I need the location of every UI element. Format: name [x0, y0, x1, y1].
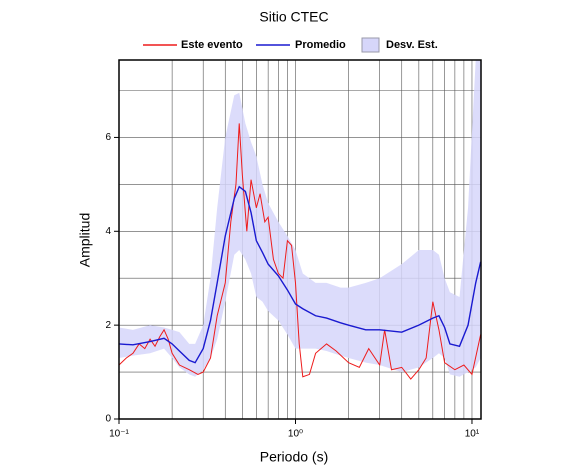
x-tick-label: 10⁻¹	[109, 429, 129, 440]
legend-swatch	[361, 37, 380, 53]
y-axis-label: Amplitud	[77, 213, 93, 267]
plot-frame	[118, 59, 482, 420]
y-tick-label: 6	[105, 132, 111, 143]
series-line	[118, 185, 482, 364]
std-band	[119, 60, 481, 377]
x-tick-label: 10¹	[465, 429, 480, 440]
series-line	[118, 123, 482, 380]
chart-title: Sitio CTEC	[259, 9, 328, 25]
legend-label: Promedio	[295, 39, 346, 51]
legend-label: Este evento	[181, 39, 243, 51]
y-tick-label: 2	[105, 320, 111, 331]
x-tick-label: 10⁰	[288, 429, 303, 440]
x-axis-label: Periodo (s)	[260, 449, 328, 465]
y-tick-label: 4	[105, 226, 111, 237]
y-tick-label: 0	[105, 414, 111, 425]
legend-label: Desv. Est.	[386, 39, 438, 51]
